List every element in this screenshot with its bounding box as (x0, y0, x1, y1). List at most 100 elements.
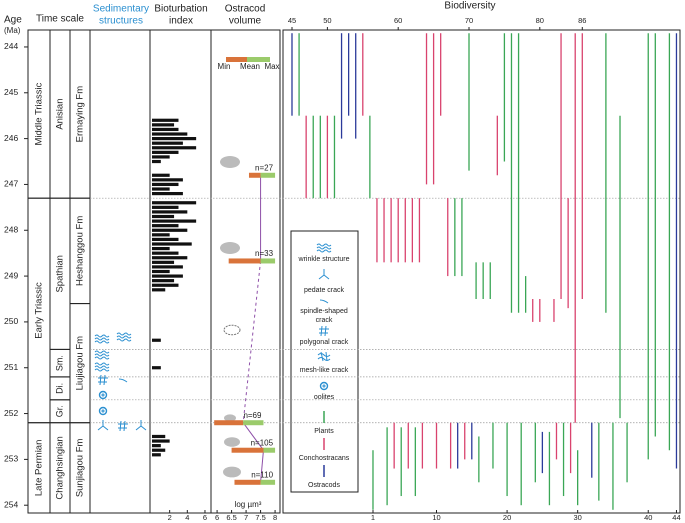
x-tick-label-bottom: 10 (432, 513, 440, 522)
sample-size: n=33 (255, 249, 274, 258)
ostracod-min-bar (248, 172, 261, 178)
formation-label: Sunjiagou Fm (75, 438, 86, 497)
legend-label: polygonal crack (300, 339, 349, 346)
sample-size: n=27 (255, 163, 274, 172)
formation-label: Heshanggou Fm (75, 216, 86, 286)
bioturbation-bar (152, 269, 170, 274)
symbol-stroke (98, 390, 108, 400)
symbol-stroke (94, 334, 110, 338)
symbol-polygonal (98, 374, 108, 386)
x-tick-label: 6 (215, 513, 219, 522)
legend-label: Conchostracans (299, 455, 350, 462)
bioturbation-title: Bioturbation (154, 4, 207, 15)
y-tick-label: 245 (4, 87, 18, 97)
bioturbation-bar (152, 237, 179, 242)
ostracod-min-bar (234, 479, 261, 485)
symbol-stroke (316, 243, 332, 247)
x-tick-label: 4 (185, 513, 189, 522)
bioturbation-bar (152, 279, 175, 283)
x-tick-label-bottom: 30 (573, 513, 581, 522)
bioturbation-bar (152, 283, 179, 287)
symbol-wrinkle (94, 362, 110, 372)
legend-label: Ostracods (308, 482, 340, 489)
ostracod-shell (224, 437, 240, 447)
symbol-stroke (116, 335, 132, 339)
ostracod-max-bar (260, 172, 276, 178)
mean-line (242, 260, 262, 423)
symbol-stroke (97, 420, 109, 431)
ostracod-max-bar (260, 479, 276, 485)
y-tick-label: 251 (4, 362, 18, 372)
ostracod-shell (220, 156, 240, 168)
symbol-pedate (318, 269, 330, 280)
symbol-stroke (101, 393, 105, 397)
period-label: Late Permian (34, 440, 45, 497)
time-scale-title: Time scale (36, 14, 84, 25)
symbol-stroke (316, 249, 332, 253)
symbol-stroke (322, 384, 326, 388)
symbol-stroke (94, 340, 110, 344)
x-tick-label-top: 45 (288, 16, 296, 25)
formation-label: Liujiagou Fm (75, 336, 86, 390)
y-tick-label: 253 (4, 454, 18, 464)
bioturbation-bar (152, 159, 161, 164)
ostracod-title: Ostracod (225, 4, 266, 15)
symbol-wrinkle (94, 334, 110, 344)
symbol-stroke (98, 374, 108, 386)
member-label: Sm. (54, 355, 64, 371)
symbol-oolite (319, 381, 329, 391)
bioturbation-bar (152, 453, 161, 457)
bioturbation-bar (152, 201, 197, 205)
x-tick-label-top: 70 (465, 16, 473, 25)
symbol-wrinkle (316, 243, 332, 253)
symbol-polygonal (319, 325, 329, 337)
ostracod-shell (223, 324, 241, 336)
symbol-stroke (116, 338, 132, 342)
symbol-spindle (319, 299, 329, 304)
symbol-stroke (94, 362, 110, 366)
member-label: Gr. (54, 405, 64, 417)
legend-label: crack (316, 317, 333, 324)
bioturbation-bar (152, 434, 166, 439)
symbol-stroke (94, 350, 110, 354)
bioturbation-bar (152, 251, 179, 255)
key-label: Max (264, 62, 279, 71)
bioturbation-bar (152, 274, 183, 278)
symbol-stroke (94, 368, 110, 372)
bioturbation-bar (152, 439, 170, 443)
bioturbation-bar (152, 265, 183, 269)
sedimentary-title: structures (99, 16, 143, 27)
symbol-stroke (319, 299, 329, 304)
bioturbation-bar (152, 182, 179, 187)
symbol-stroke (116, 332, 132, 336)
age-label: Age (4, 15, 22, 26)
ostracod-max-bar (243, 420, 264, 426)
bioturbation-bar (152, 191, 183, 196)
stage-label: Changhsingian (55, 436, 66, 499)
bioturbation-bar (152, 444, 161, 448)
key-label: Min (218, 62, 231, 71)
bioturbation-bar (152, 187, 170, 191)
bioturbation-bar (152, 137, 197, 141)
y-tick-label: 248 (4, 225, 18, 235)
stage-label: Spathian (55, 255, 66, 293)
legend-label: pedate crack (304, 287, 345, 294)
mean-line (242, 422, 264, 451)
ostracod-min-bar (214, 420, 244, 426)
biodiversity-title: Biodiversity (444, 1, 495, 12)
symbol-stroke (101, 409, 105, 413)
bioturbation-bar (152, 118, 179, 122)
x-tick-label-bottom: 40 (644, 513, 652, 522)
symbol-stroke (135, 420, 147, 431)
bioturbation-bar (152, 146, 197, 150)
bioturbation-bar (152, 228, 188, 232)
bioturbation-bar (152, 242, 192, 246)
symbol-oolite (98, 406, 108, 416)
bioturbation-bar (152, 173, 170, 177)
formation-label: Ermaying Fm (75, 86, 86, 143)
bioturbation-bar (152, 246, 170, 251)
stage-label: Anisian (55, 99, 66, 130)
ostracod-shell (220, 242, 240, 254)
symbol-stroke (94, 353, 110, 357)
